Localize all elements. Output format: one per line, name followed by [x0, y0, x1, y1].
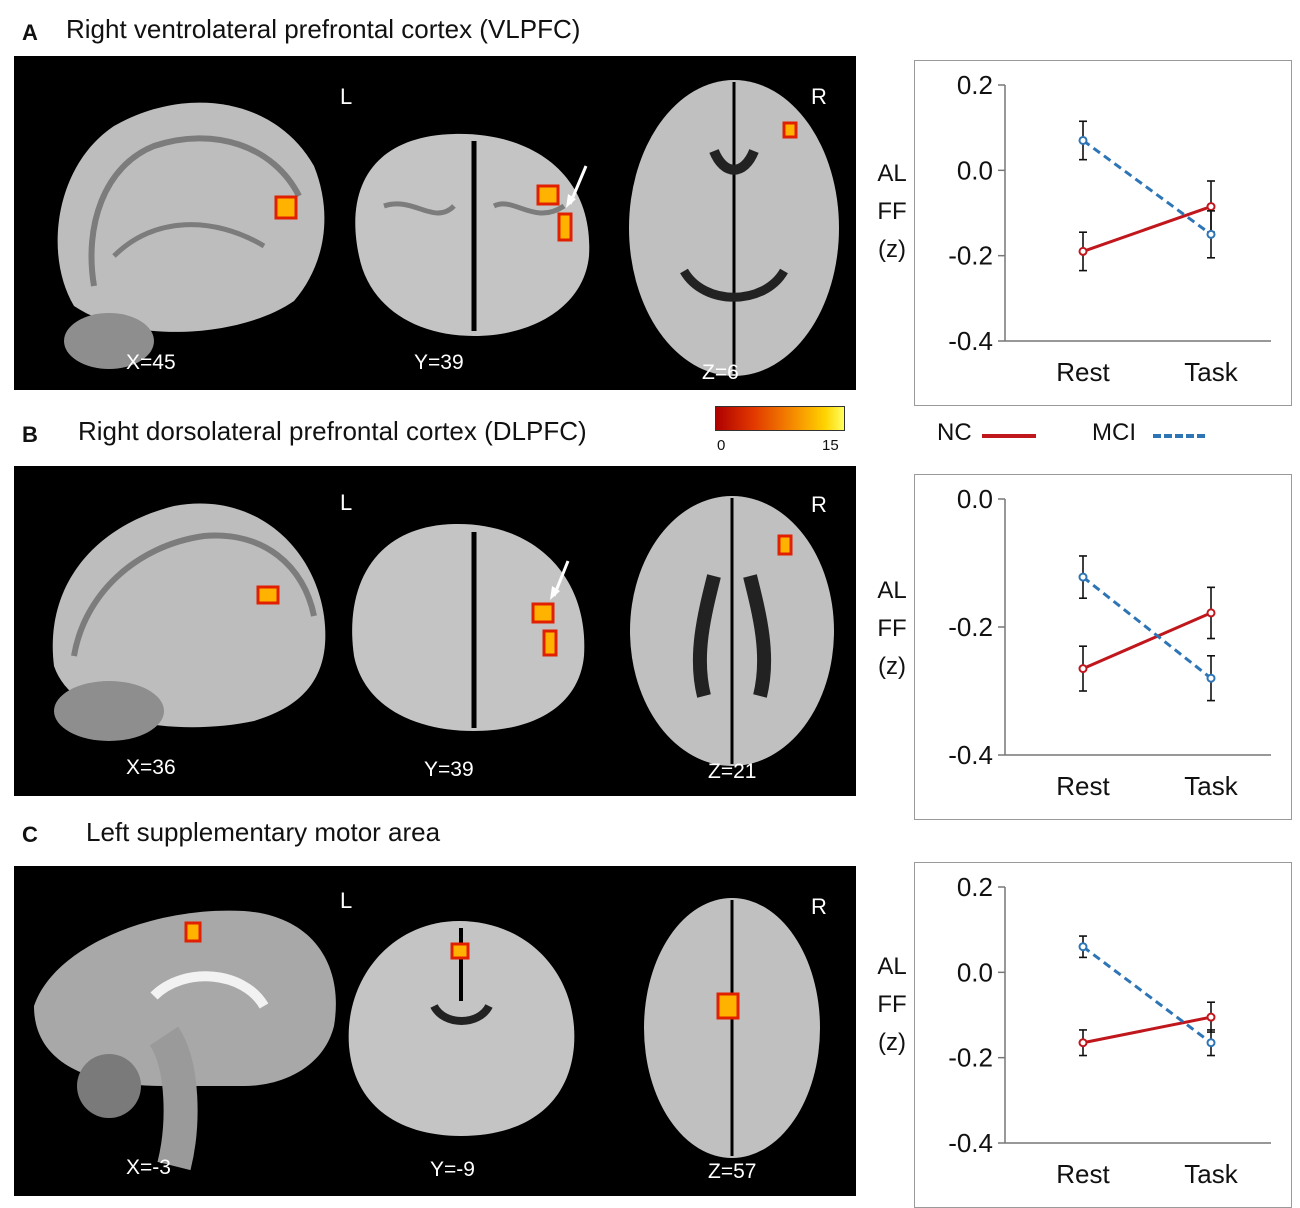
panel-b-ylabel: AL FF (z)	[874, 572, 910, 686]
panel-b-left-label: L	[340, 490, 353, 515]
panel-a-z-coord: Z=6	[702, 361, 739, 384]
sagittal-slice	[52, 503, 326, 741]
panel-b-brain-slices	[52, 496, 834, 766]
data-point-nc	[1206, 608, 1216, 618]
ylabel-line-1: AL	[877, 577, 907, 604]
x-tick-label: Task	[1184, 1159, 1238, 1189]
data-point-nc	[1078, 1038, 1088, 1048]
panel-a-left-label: L	[340, 84, 353, 109]
data-point-nc	[1206, 1012, 1216, 1022]
panel-b-chart-svg: 0.0 -0.2 -0.4 Rest Task	[948, 484, 1271, 801]
data-point-nc	[1206, 202, 1216, 212]
y-tick-label: 0.0	[957, 155, 993, 185]
ylabel-line-1: AL	[877, 953, 907, 980]
panel-b-title: Right dorsolateral prefrontal cortex (DL…	[78, 416, 587, 446]
y-tick-label: -0.4	[948, 1128, 993, 1158]
y-tick-label: -0.2	[948, 1043, 993, 1073]
axial-slice	[630, 496, 834, 766]
legend-nc-line	[982, 434, 1036, 438]
sagittal-slice	[34, 910, 336, 1171]
y-tick-label: -0.4	[948, 740, 993, 770]
panel-c-chart: 0.2 0.0 -0.2 -0.4 Rest Task	[914, 862, 1292, 1208]
data-point-mci	[1078, 572, 1088, 582]
panel-a-brain-slices	[57, 80, 839, 376]
panel-c-x-coord: X=-3	[126, 1156, 171, 1179]
x-tick-label: Rest	[1056, 1159, 1110, 1189]
coronal-slice	[352, 523, 585, 731]
y-tick-label: 0.2	[957, 872, 993, 902]
panel-c-brain-images: L R X=-3 Y=-9 Z=57	[14, 866, 856, 1196]
panel-b-right-label: R	[811, 492, 827, 517]
colorbar-min: 0	[717, 437, 726, 454]
legend-mci-line	[1153, 434, 1205, 438]
panel-c-y-coord: Y=-9	[430, 1158, 475, 1181]
panel-b-z-coord: Z=21	[708, 760, 757, 783]
ylabel-line-2: FF	[877, 991, 907, 1018]
panel-c-letter: C	[22, 822, 38, 847]
x-tick-label: Rest	[1056, 771, 1110, 801]
panel-b-brain-images: L R X=36 Y=39 Z=21	[14, 466, 856, 796]
series-line-mci	[1082, 139, 1212, 236]
y-tick-label: -0.2	[948, 241, 993, 271]
coronal-slice	[348, 921, 575, 1136]
panel-c-right-label: R	[811, 894, 827, 919]
data-point-nc	[1078, 246, 1088, 256]
ylabel-line-3: (z)	[878, 1029, 906, 1056]
panel-b-y-coord: Y=39	[424, 758, 474, 781]
axial-slice	[629, 80, 839, 376]
panel-c-left-label: L	[340, 888, 353, 913]
panel-b-chart: 0.0 -0.2 -0.4 Rest Task	[914, 474, 1292, 820]
panel-c-z-coord: Z=57	[708, 1160, 757, 1183]
data-point-mci	[1078, 942, 1088, 952]
y-tick-label: 0.2	[957, 70, 993, 100]
panel-a-y-coord: Y=39	[414, 351, 464, 374]
x-tick-label: Task	[1184, 771, 1238, 801]
panel-a-brain-images: L R X=45 Y=39 Z=6	[14, 56, 856, 390]
sagittal-slice	[57, 102, 325, 369]
ylabel-line-2: FF	[877, 198, 907, 225]
axial-slice	[644, 898, 820, 1158]
x-tick-label: Rest	[1056, 357, 1110, 387]
series-line-nc	[1082, 611, 1212, 670]
panel-a-chart-svg: 0.2 0.0 -0.2 -0.4 Rest Task	[948, 70, 1271, 387]
panel-a-ylabel: AL FF (z)	[874, 155, 910, 269]
series-line-nc	[1082, 1015, 1212, 1045]
data-point-mci	[1078, 135, 1088, 145]
panel-b-x-coord: X=36	[126, 756, 176, 779]
series-line-mci	[1082, 945, 1212, 1044]
panel-c-title: Left supplementary motor area	[86, 817, 441, 847]
y-tick-label: 0.0	[957, 484, 993, 514]
ylabel-line-1: AL	[877, 160, 907, 187]
x-tick-label: Task	[1184, 357, 1238, 387]
panel-a-chart: 0.2 0.0 -0.2 -0.4 Rest Task	[914, 60, 1292, 406]
series-line-mci	[1082, 575, 1212, 680]
panel-a-title: Right ventrolateral prefrontal cortex (V…	[66, 14, 581, 44]
colorbar	[715, 406, 845, 431]
coronal-slice	[355, 133, 590, 336]
y-tick-label: -0.2	[948, 612, 993, 642]
series-line-nc	[1082, 205, 1212, 253]
panel-a-x-coord: X=45	[126, 351, 176, 374]
data-point-nc	[1078, 664, 1088, 674]
ylabel-line-3: (z)	[878, 236, 906, 263]
ylabel-line-2: FF	[877, 615, 907, 642]
data-point-mci	[1206, 1038, 1216, 1048]
panel-a-right-label: R	[811, 84, 827, 109]
colorbar-max: 15	[822, 437, 839, 454]
legend-nc-label: NC	[937, 419, 972, 446]
panel-b-letter: B	[22, 422, 38, 447]
panel-a-letter: A	[22, 20, 38, 45]
data-point-mci	[1206, 229, 1216, 239]
data-point-mci	[1206, 673, 1216, 683]
legend-mci-label: MCI	[1092, 419, 1136, 446]
panel-c-brain-slices	[34, 898, 820, 1171]
y-tick-label: -0.4	[948, 326, 993, 356]
ylabel-line-3: (z)	[878, 653, 906, 680]
y-tick-label: 0.0	[957, 957, 993, 987]
panel-c-ylabel: AL FF (z)	[874, 948, 910, 1062]
panel-c-chart-svg: 0.2 0.0 -0.2 -0.4 Rest Task	[948, 872, 1271, 1189]
